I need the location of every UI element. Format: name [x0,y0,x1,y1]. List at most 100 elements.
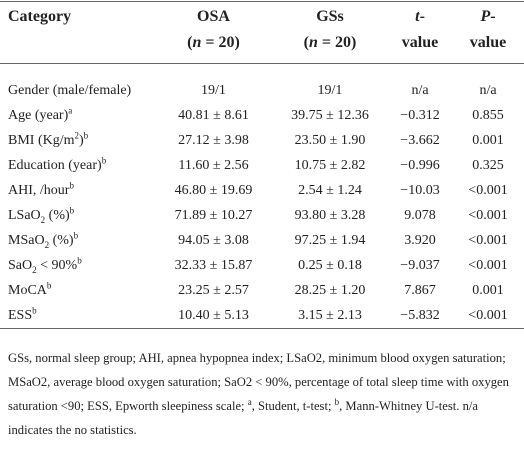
superscript: b [32,304,37,315]
subscript: 2 [32,264,37,275]
header-row: Category OSA (n = 20) GSs (n = 20) t-value P-v… [0,1,524,64]
text: - [419,8,425,25]
cell: 0.25 ± 0.18 [272,253,388,278]
cell: 46.80 ± 19.69 [155,178,272,203]
header-line: t- [388,4,452,30]
superscript: b [83,129,89,140]
text: SaO [8,257,33,273]
header-line: (n = 20) [155,30,272,56]
cell: <0.001 [452,303,524,329]
text: 10.40 ± 5.13 [178,307,249,323]
cell: n/a [452,64,524,104]
column-header: Category [0,2,155,64]
superscript: b [69,179,74,190]
cell: 19/1 [155,64,272,104]
cell: −5.832 [388,303,452,329]
table-row: MoCAb 23.25 ± 2.57 28.25 ± 1.20 7.867 0.001 [0,278,524,303]
row-label: MoCAb [0,278,155,303]
text: <0.001 [468,307,508,323]
cell: 40.81 ± 8.61 [155,103,272,128]
text: value [401,34,439,51]
text: 46.80 ± 19.69 [174,182,253,198]
row-label: LSaO2 (%)b [0,203,155,228]
cell: 0.001 [452,278,524,303]
table-row: Gender (male/female) 19/1 19/1 n/a n/a [0,64,524,104]
cell: 28.25 ± 1.20 [272,278,388,303]
text: 7.867 [404,282,436,298]
text: 39.75 ± 12.36 [291,107,369,123]
header-line: value [452,30,524,56]
cell: 94.05 ± 3.08 [155,228,272,253]
cell: n/a [388,64,452,104]
subscript: 2 [40,214,46,225]
cell: 7.867 [388,278,452,303]
text: <0.001 [468,207,508,223]
text: n/a [411,82,429,98]
italic-text: t [415,8,420,25]
table-header: Category OSA (n = 20) GSs (n = 20) t-value P-v… [0,1,524,64]
text: ) [79,132,84,148]
text: < 90% [36,257,78,273]
text: GSs [316,8,344,25]
cell: −9.037 [388,253,452,278]
text: 71.89 ± 10.27 [174,207,253,223]
table-body: Gender (male/female) 19/1 19/1 n/a n/a Age (y… [0,64,524,329]
cell: −10.03 [388,178,452,203]
italic-text: n [192,34,202,51]
text: 19/1 [201,82,226,98]
text: −10.03 [400,182,440,198]
header-line: Category [8,4,155,30]
superscript: b [69,204,75,215]
text: 97.25 ± 1.94 [294,232,366,248]
text: 23.25 ± 2.57 [178,282,249,298]
text: −5.832 [400,307,440,323]
header-line: (n = 20) [272,30,388,56]
text: MSaO [8,232,45,248]
text: ( [303,34,309,51]
cell: 2.54 ± 1.24 [272,178,388,203]
text: LSaO [8,207,41,223]
text: 19/1 [317,82,343,98]
column-header: GSs (n = 20) [272,2,388,64]
text: 32.33 ± 15.87 [174,257,253,273]
cell: <0.001 [452,228,524,253]
cell: 27.12 ± 3.98 [155,128,272,153]
text: (%) [45,207,70,223]
text: n/a [479,82,497,98]
cell: <0.001 [452,253,524,278]
cell: 23.25 ± 2.57 [155,278,272,303]
table-row: MSaO2 (%)b 94.05 ± 3.08 97.25 ± 1.94 3.920 <… [0,228,524,253]
row-label: MSaO2 (%)b [0,228,155,253]
text: ESS [8,307,33,323]
text: 3.920 [404,232,436,248]
italic-text: n [308,34,318,51]
text: <0.001 [468,182,508,198]
cell: 0.001 [452,128,524,153]
text: MoCA [8,282,47,298]
superscript: a [68,104,73,115]
text: 27.12 ± 3.98 [178,132,249,148]
row-label: AHI, /hourb [0,178,155,203]
cell: 93.80 ± 3.28 [272,203,388,228]
superscript: b [77,254,82,265]
footnote: GSs, normal sleep group; AHI, apnea hypo… [8,346,516,442]
text: <0.001 [468,257,508,273]
header-line: value [388,30,452,56]
cell: 3.15 ± 2.13 [272,303,388,329]
text: , Mann-Whitney U-test. n/a indicates the… [8,399,478,437]
text: −0.996 [400,157,440,173]
text: 11.60 ± 2.56 [178,157,249,173]
text: value [469,34,507,51]
cell: −0.996 [388,153,452,178]
text: Category [8,8,72,25]
column-header: P-value [452,2,524,64]
italic-text: P [480,8,491,25]
text: 0.855 [472,107,504,123]
cell: 3.920 [388,228,452,253]
row-label: Gender (male/female) [0,64,155,104]
cell: 9.078 [388,203,452,228]
cell: 97.25 ± 1.94 [272,228,388,253]
subscript: 2 [44,239,50,250]
superscript: b [334,396,340,407]
